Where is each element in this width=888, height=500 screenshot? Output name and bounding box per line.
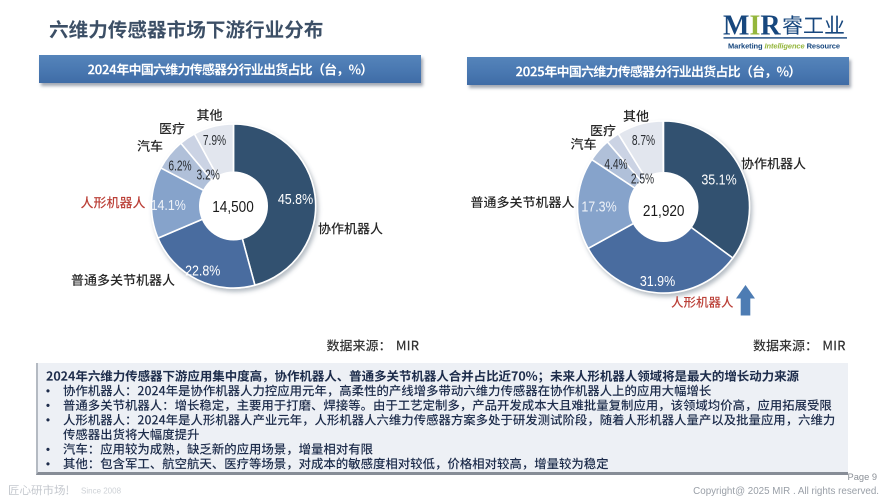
svg-text:31.9%: 31.9% bbox=[640, 273, 675, 289]
svg-text:21,920: 21,920 bbox=[643, 203, 685, 220]
svg-text:Copyright@ 2025 MIR . All righ: Copyright@ 2025 MIR . All rights reserve… bbox=[693, 486, 879, 497]
svg-text:•: • bbox=[46, 457, 50, 471]
svg-text:Page 9: Page 9 bbox=[848, 472, 877, 482]
svg-text:14,500: 14,500 bbox=[212, 199, 254, 216]
svg-text:Since 2008: Since 2008 bbox=[81, 486, 122, 495]
svg-text:•: • bbox=[46, 384, 50, 398]
svg-text:•: • bbox=[46, 399, 50, 413]
svg-text:•: • bbox=[46, 413, 50, 427]
svg-text:•: • bbox=[46, 442, 50, 456]
svg-text:14.1%: 14.1% bbox=[151, 197, 186, 213]
svg-text:45.8%: 45.8% bbox=[278, 191, 313, 207]
svg-text:6.2%: 6.2% bbox=[168, 158, 191, 174]
svg-text:17.3%: 17.3% bbox=[581, 199, 616, 215]
svg-text:22.8%: 22.8% bbox=[185, 262, 220, 278]
svg-text:3.2%: 3.2% bbox=[197, 167, 220, 183]
svg-text:MIR: MIR bbox=[723, 11, 781, 42]
svg-text:8.7%: 8.7% bbox=[632, 132, 655, 148]
svg-text:7.9%: 7.9% bbox=[203, 132, 226, 148]
svg-text:2.5%: 2.5% bbox=[631, 171, 654, 187]
svg-text:35.1%: 35.1% bbox=[701, 171, 736, 187]
svg-text:4.4%: 4.4% bbox=[604, 156, 627, 172]
svg-text:Marketing Intelligence Resourc: Marketing Intelligence Resource bbox=[728, 42, 840, 51]
